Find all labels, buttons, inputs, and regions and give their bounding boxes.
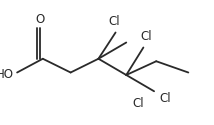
Text: O: O — [35, 13, 44, 26]
Text: Cl: Cl — [140, 30, 152, 43]
Text: Cl: Cl — [109, 15, 120, 28]
Text: Cl: Cl — [132, 97, 144, 110]
Text: HO: HO — [0, 68, 14, 82]
Text: Cl: Cl — [159, 92, 171, 105]
